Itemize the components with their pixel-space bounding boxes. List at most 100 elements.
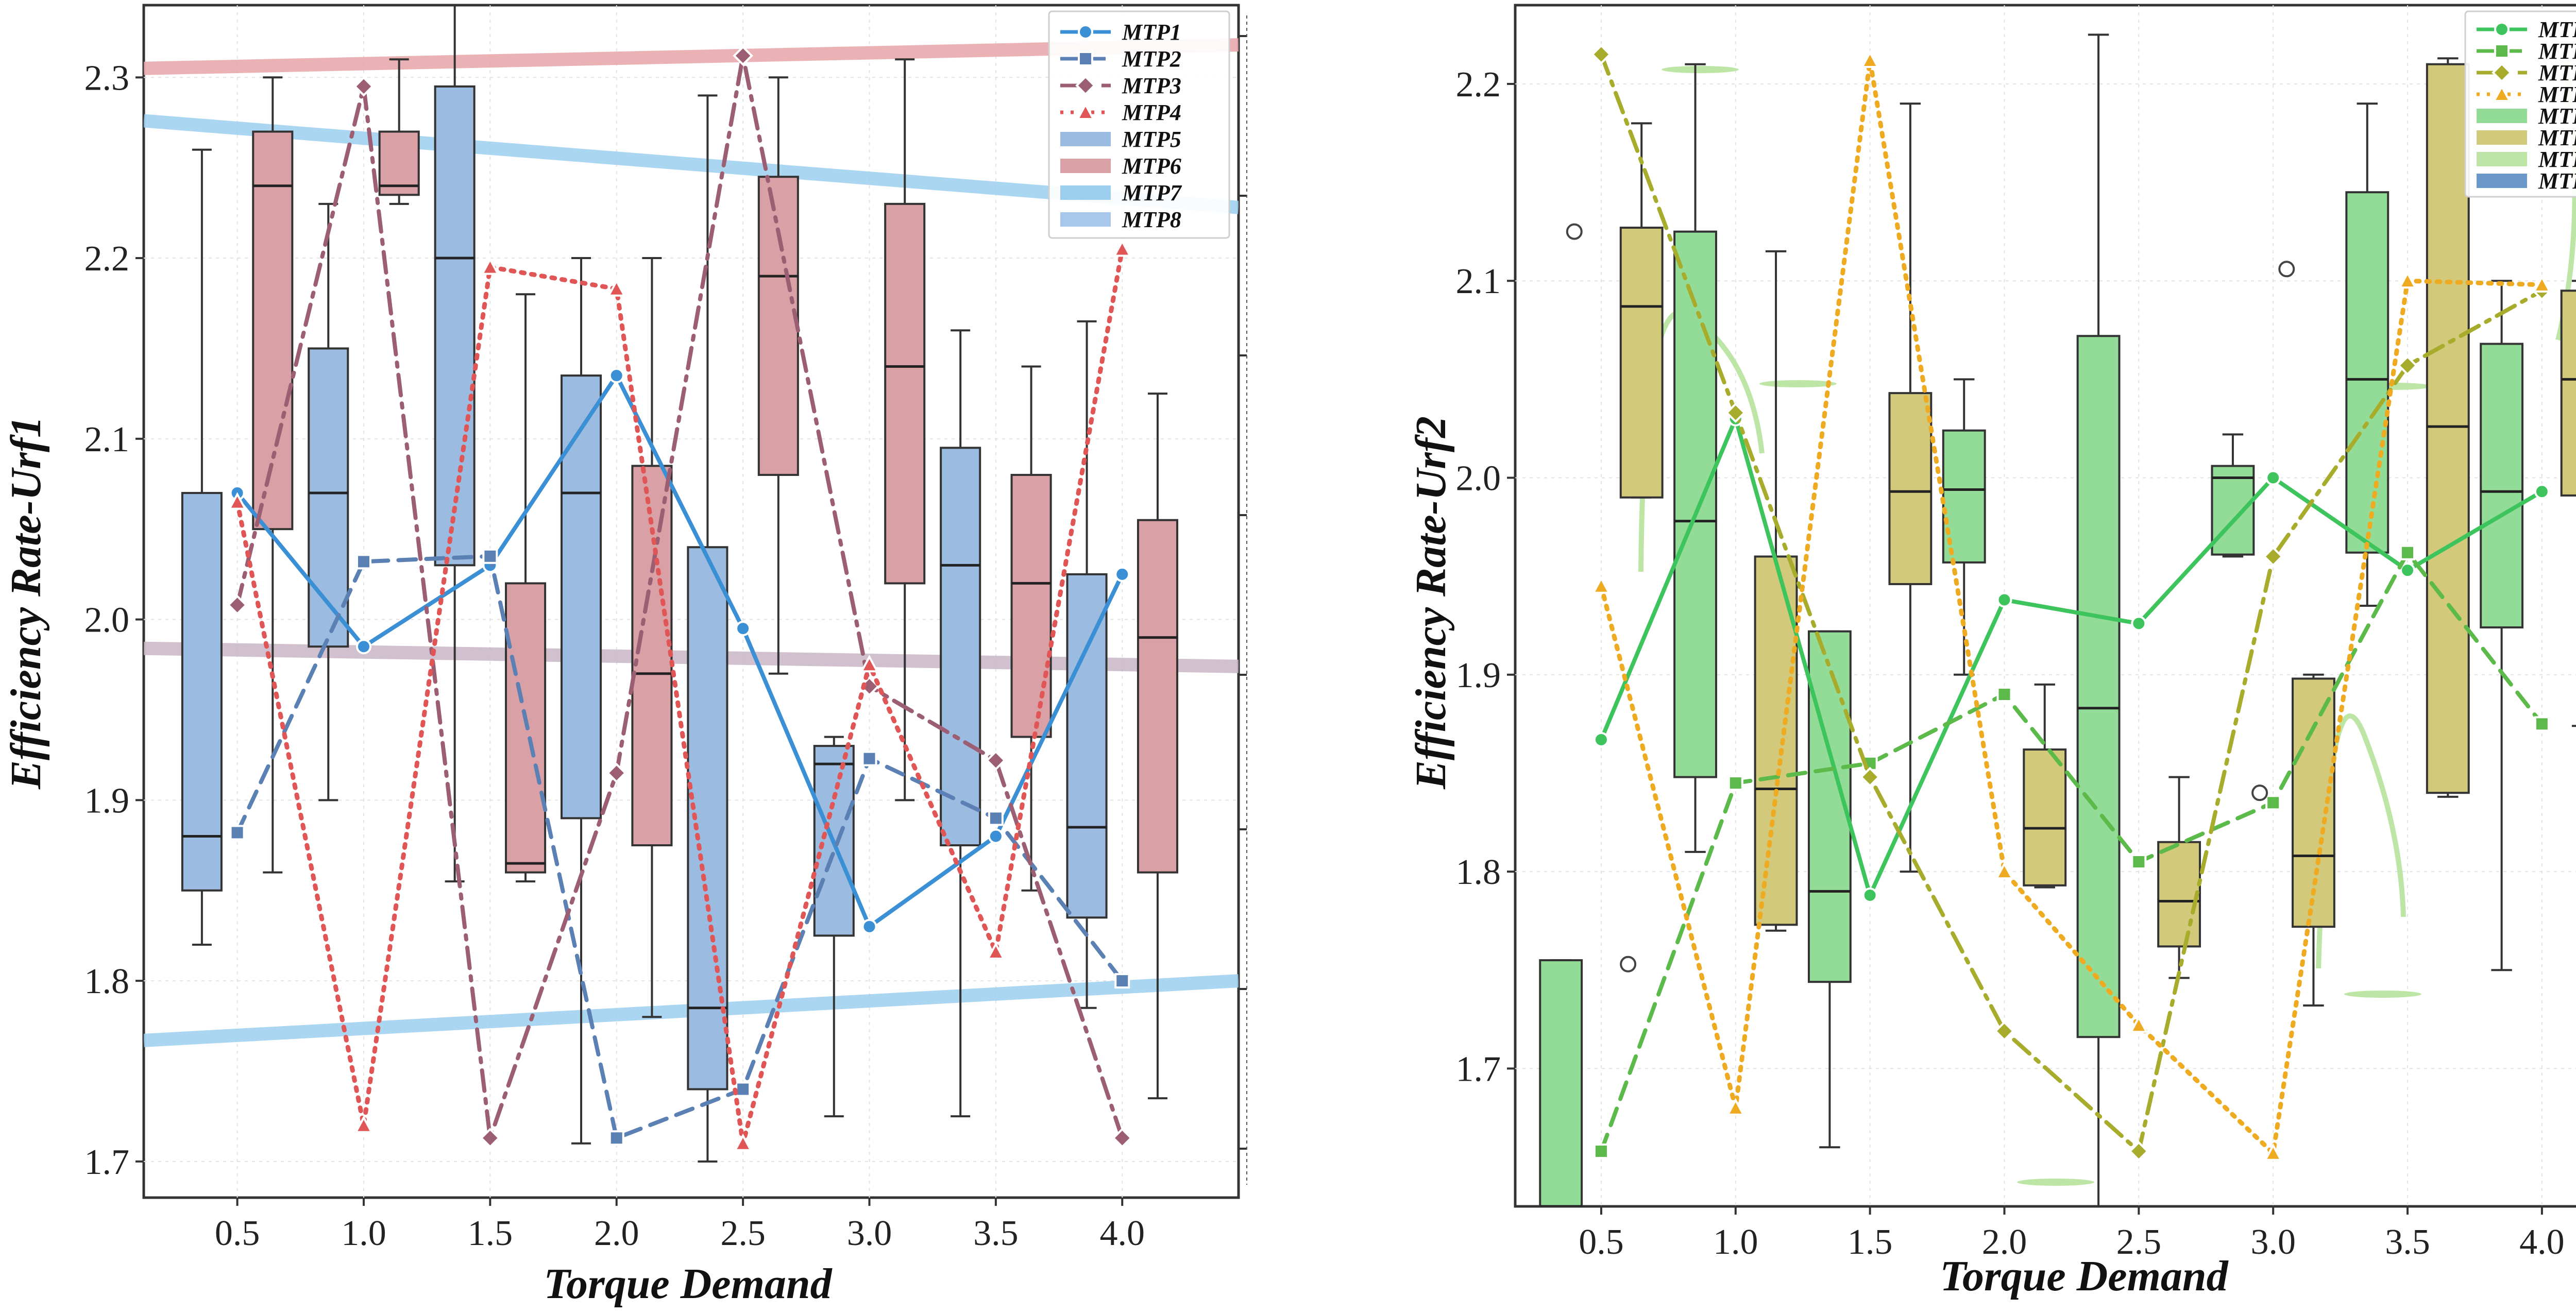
point-MTP4 [733, 1133, 753, 1151]
legend-item-MTP8: MTP8 [2477, 168, 2576, 194]
legend-label: MTP2 [1122, 46, 1181, 72]
series-line-MTP1 [235, 373, 1125, 929]
point-MTP2 [355, 554, 371, 570]
point-MTP1 [1862, 887, 1878, 903]
legend-marker [2492, 62, 2512, 83]
x-tick-label: 2.0 [594, 1214, 639, 1253]
point-MTP2 [1593, 1143, 1609, 1159]
box-MTP6-3.5 [2426, 57, 2470, 798]
legend-item-MTP7: MTP7 [2477, 147, 2576, 172]
box-MTP5-3.5 [2345, 103, 2389, 607]
y-tick-label: 2.2 [1456, 65, 1501, 105]
legend-item-MTP8: MTP8 [1060, 207, 1181, 232]
point-MTP4 [1860, 50, 1879, 69]
legend-label: MTP7 [2538, 147, 2576, 172]
legend-swatch [1060, 212, 1111, 227]
box-body [1137, 519, 1178, 874]
legend-item-MTP3: MTP3 [1060, 73, 1181, 98]
x-tick-label: 0.5 [1579, 1222, 1624, 1262]
series-MTP1 [1593, 411, 2550, 903]
legend-label: MTP2 [2538, 39, 2576, 64]
point-MTP4 [2398, 270, 2417, 289]
legend-marker [1078, 24, 1093, 40]
series-line-MTP1 [1599, 416, 2544, 897]
box-MTP6-3 [884, 58, 926, 802]
box-body [2426, 63, 2470, 794]
right-x-ticks: 0.5 1.0 1.5 2.0 2.5 3.0 3.5 4.0 [1579, 1206, 2565, 1262]
point-MTP4 [2129, 1015, 2148, 1033]
legend-swatch [2477, 174, 2527, 188]
legend-item-MTP4: MTP4 [1060, 100, 1181, 125]
legend-label: MTP4 [1122, 100, 1181, 125]
deco-dash [1662, 66, 1739, 73]
box-body [2211, 465, 2255, 556]
legend-label: MTP7 [1122, 180, 1182, 206]
box-body [2345, 191, 2389, 554]
outlier-point [1620, 956, 1637, 973]
x-tick-label: 2.0 [1982, 1222, 2027, 1262]
point-MTP4 [1591, 576, 1611, 594]
y-tick-label: 1.9 [1456, 656, 1501, 695]
point-MTP3 [2397, 355, 2418, 376]
box-MTP5-0.5 [181, 148, 223, 946]
x-tick-label: 2.5 [720, 1214, 766, 1253]
point-MTP3 [1994, 1020, 2015, 1042]
point-MTP3 [480, 1128, 501, 1149]
y-tick-label: 1.9 [84, 781, 130, 821]
left-x-ticks: 0.5 1.0 1.5 2.0 2.5 3.0 3.5 4.0 [215, 1198, 1145, 1253]
series-line-MTP4 [1599, 58, 2545, 1156]
box-MTP5-2.5 [2076, 33, 2121, 1206]
point-MTP1 [2400, 562, 2416, 578]
legend-item-MTP4: MTP4 [2477, 82, 2576, 107]
point-MTP2 [608, 1130, 624, 1146]
point-MTP2 [2265, 795, 2281, 811]
legend-item-MTP1: MTP1 [1060, 20, 1181, 45]
x-tick-label: 4.0 [2519, 1222, 2565, 1262]
point-MTP4 [1995, 861, 2014, 880]
point-MTP2 [988, 810, 1004, 826]
outlier-point [2251, 785, 2268, 802]
point-MTP1 [355, 639, 371, 655]
right-y-axis-title: Efficiency Rate-Urf2 [1407, 416, 1455, 790]
deco-dash [2017, 1179, 2094, 1186]
box-body [252, 130, 294, 531]
point-MTP4 [228, 492, 247, 510]
point-MTP4 [481, 257, 500, 275]
box-MTP6-4 [1137, 393, 1178, 1100]
box-MTP6-0.5 [252, 76, 294, 874]
legend-item-MTP5: MTP5 [2477, 104, 2576, 129]
point-MTP3 [2263, 546, 2284, 567]
point-MTP3 [227, 594, 248, 616]
point-MTP1 [861, 918, 877, 934]
legend-label: MTP5 [1122, 127, 1181, 152]
box-body [1673, 230, 1717, 778]
point-MTP1 [1114, 566, 1130, 582]
right-outliers [1566, 223, 2295, 973]
legend-swatch [1060, 132, 1111, 146]
box-body [2023, 748, 2067, 886]
legend-marker [1075, 75, 1096, 96]
legend-label: MTP5 [2538, 104, 2576, 129]
box-body [2076, 335, 2121, 1038]
x-tick-label: 1.5 [468, 1214, 513, 1253]
box-MTP6-0.5 [1619, 122, 1664, 499]
legend-item-MTP6: MTP6 [1060, 154, 1181, 179]
x-tick-label: 1.5 [1848, 1222, 1893, 1262]
point-MTP4 [860, 655, 879, 673]
legend-label: MTP3 [2538, 60, 2576, 86]
right-boxes [1539, 33, 2576, 1206]
legend-frame [2464, 10, 2576, 198]
point-MTP2 [2131, 854, 2147, 869]
point-MTP3 [986, 750, 1006, 771]
series-MTP3 [227, 45, 1133, 1149]
y-tick-label: 2.0 [1456, 459, 1501, 499]
legend-label: MTP3 [1122, 73, 1181, 98]
point-MTP1 [2534, 484, 2550, 500]
legend-item-MTP7: MTP7 [1060, 180, 1182, 206]
x-tick-label: 3.5 [2385, 1222, 2430, 1262]
series-line-MTP2 [235, 554, 1125, 1140]
legend-frame [1048, 10, 1230, 239]
point-MTP4 [1726, 1098, 1745, 1116]
